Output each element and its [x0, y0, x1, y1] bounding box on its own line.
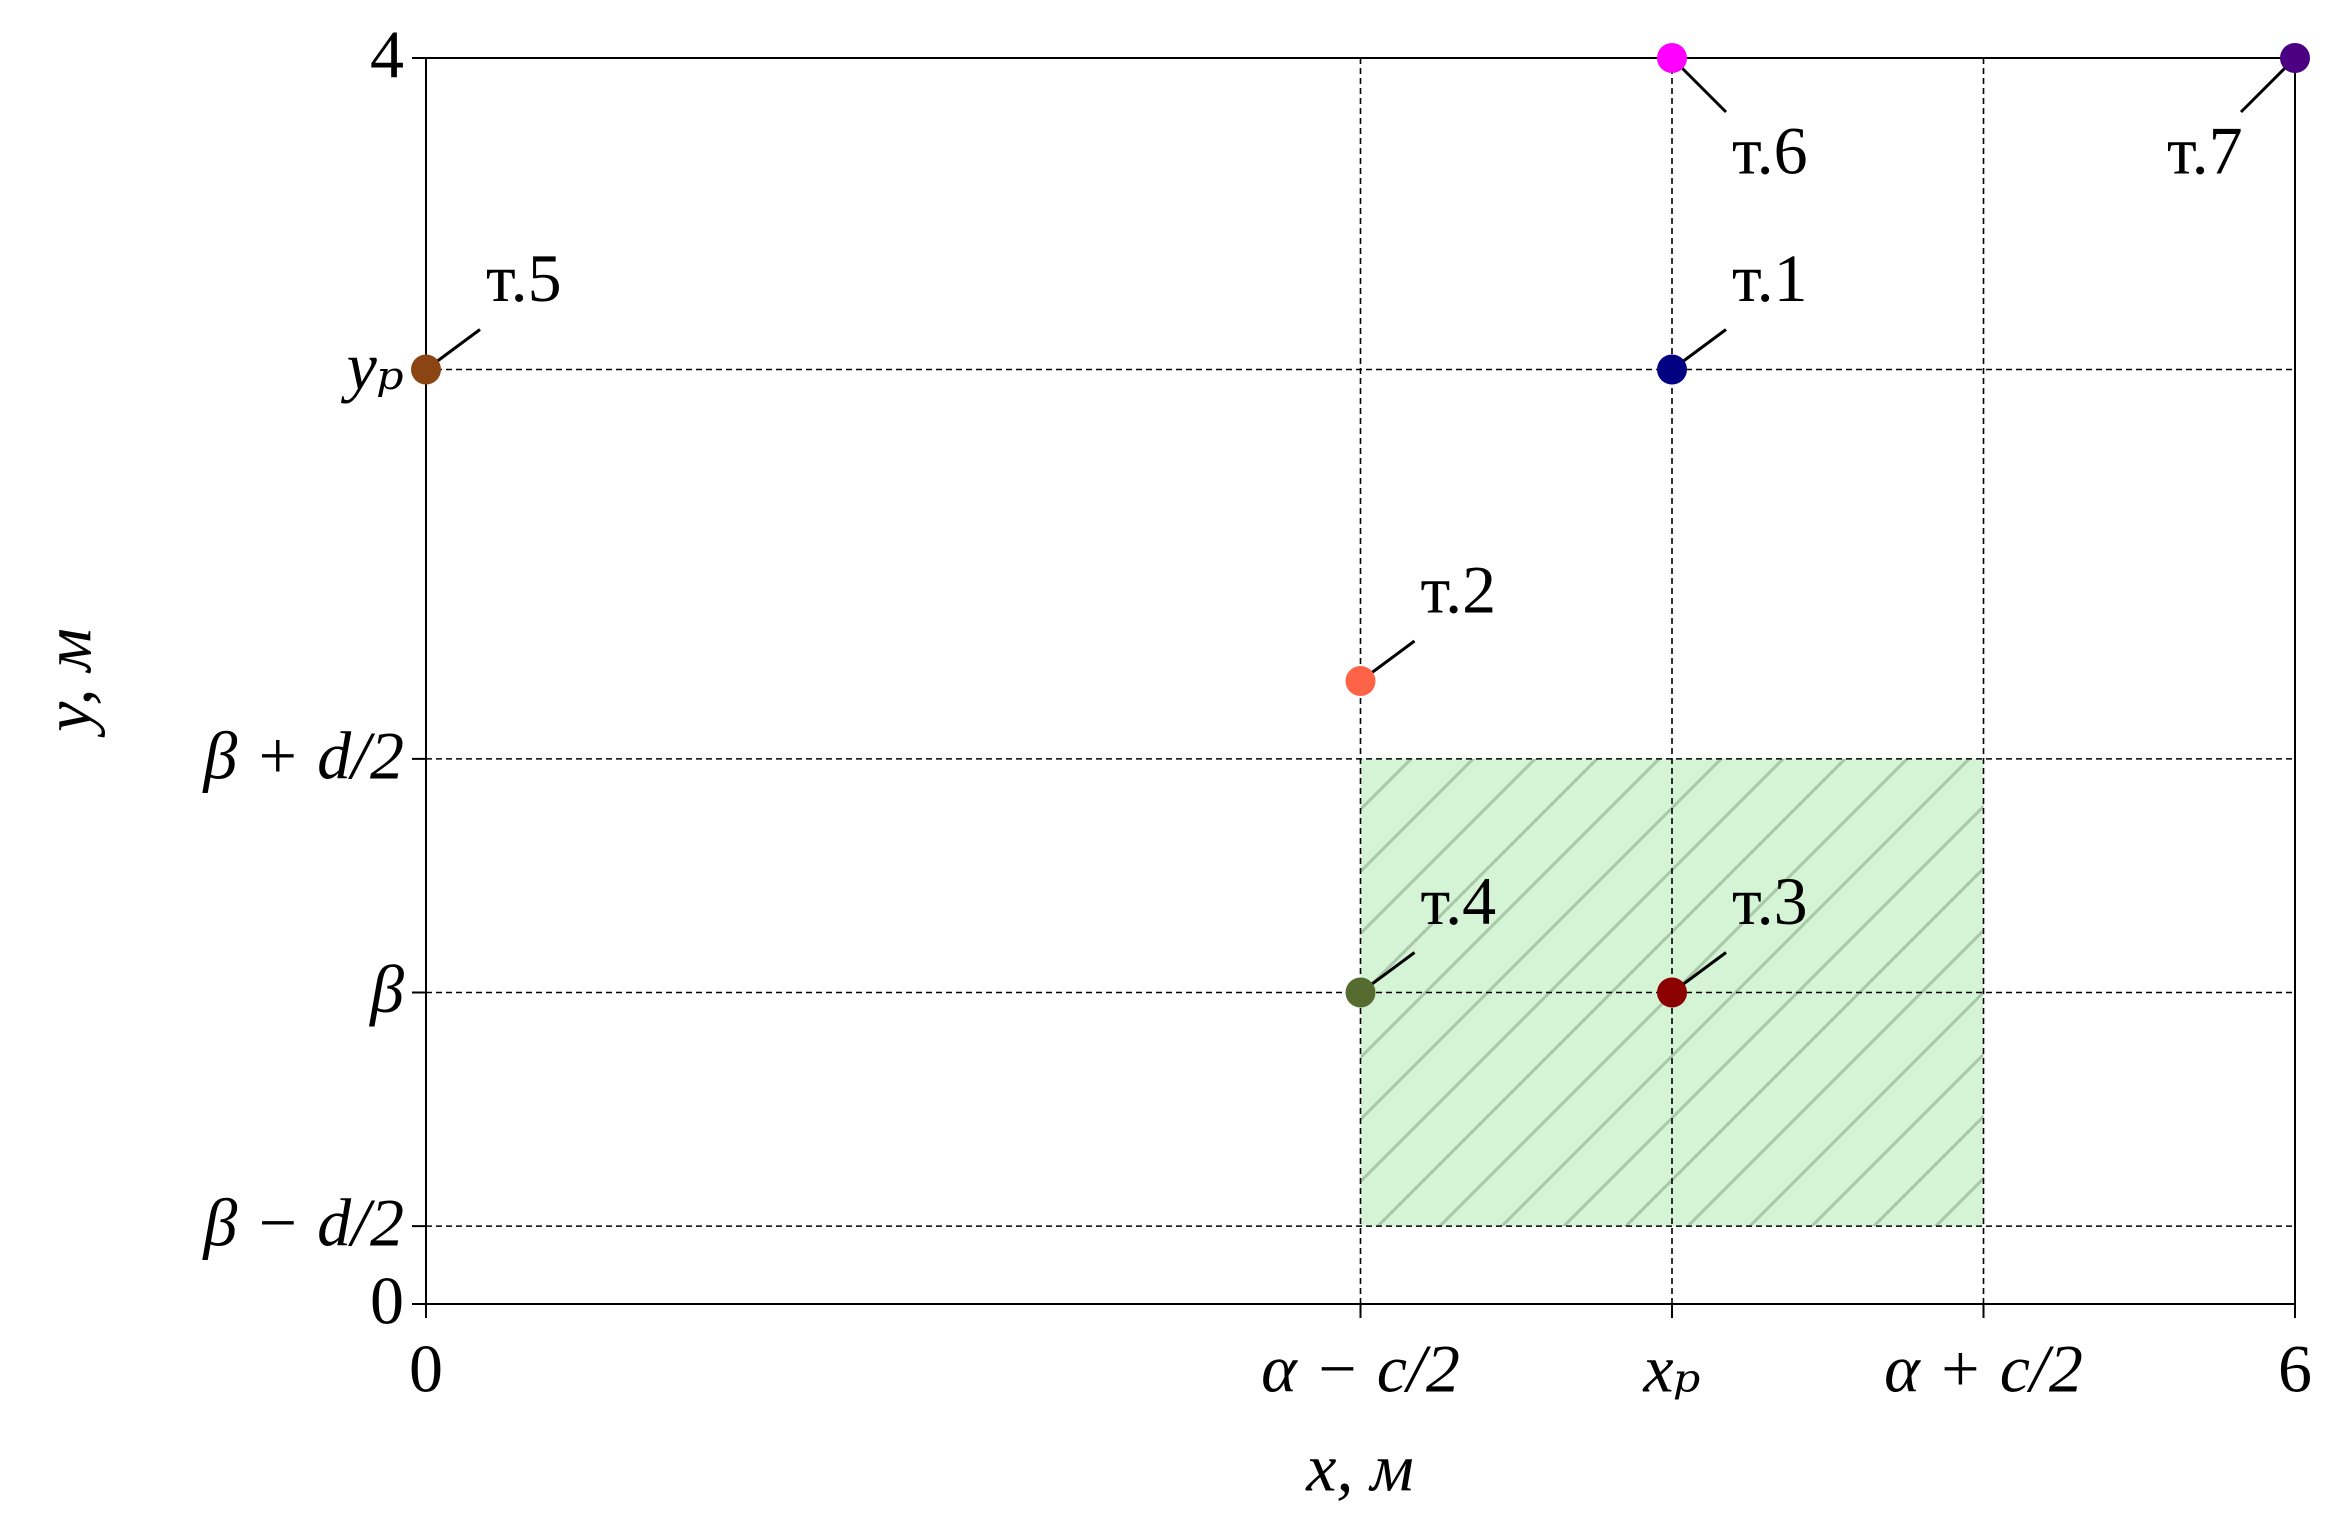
point	[1345, 977, 1376, 1008]
y-tick-label: β	[368, 951, 404, 1027]
point	[411, 354, 441, 385]
point-label: т.2	[1421, 552, 1497, 628]
y-tick-label: 4	[370, 17, 404, 93]
y-axis-label: y, м	[30, 628, 106, 738]
point	[1345, 666, 1376, 696]
plot-frame	[425, 57, 2296, 1305]
point	[2280, 43, 2310, 73]
y-tick-label: β − d/2	[201, 1185, 404, 1261]
x-tick-label: α + c/2	[1884, 1331, 2083, 1407]
point-label: т.5	[486, 240, 562, 316]
x-tick-label: α − c/2	[1261, 1331, 1460, 1407]
y-tick-label: β + d/2	[201, 717, 404, 793]
x-axis-label: x, м	[1305, 1430, 1414, 1506]
x-tick-label: 0	[409, 1331, 443, 1407]
point-label: т.3	[1732, 863, 1808, 939]
x-tick-label: 6	[2278, 1331, 2312, 1407]
point-label: т.1	[1732, 240, 1808, 316]
point	[1657, 354, 1687, 385]
y-tick-label: 0	[370, 1263, 404, 1339]
point-label: т.6	[1732, 113, 1808, 189]
point	[1657, 43, 1687, 73]
y-tick-label: yₚ	[341, 328, 404, 404]
x-tick-label: xₚ	[1642, 1331, 1700, 1407]
point-label: т.4	[1421, 863, 1497, 939]
point-label: т.7	[2167, 113, 2243, 189]
point	[1657, 977, 1687, 1008]
